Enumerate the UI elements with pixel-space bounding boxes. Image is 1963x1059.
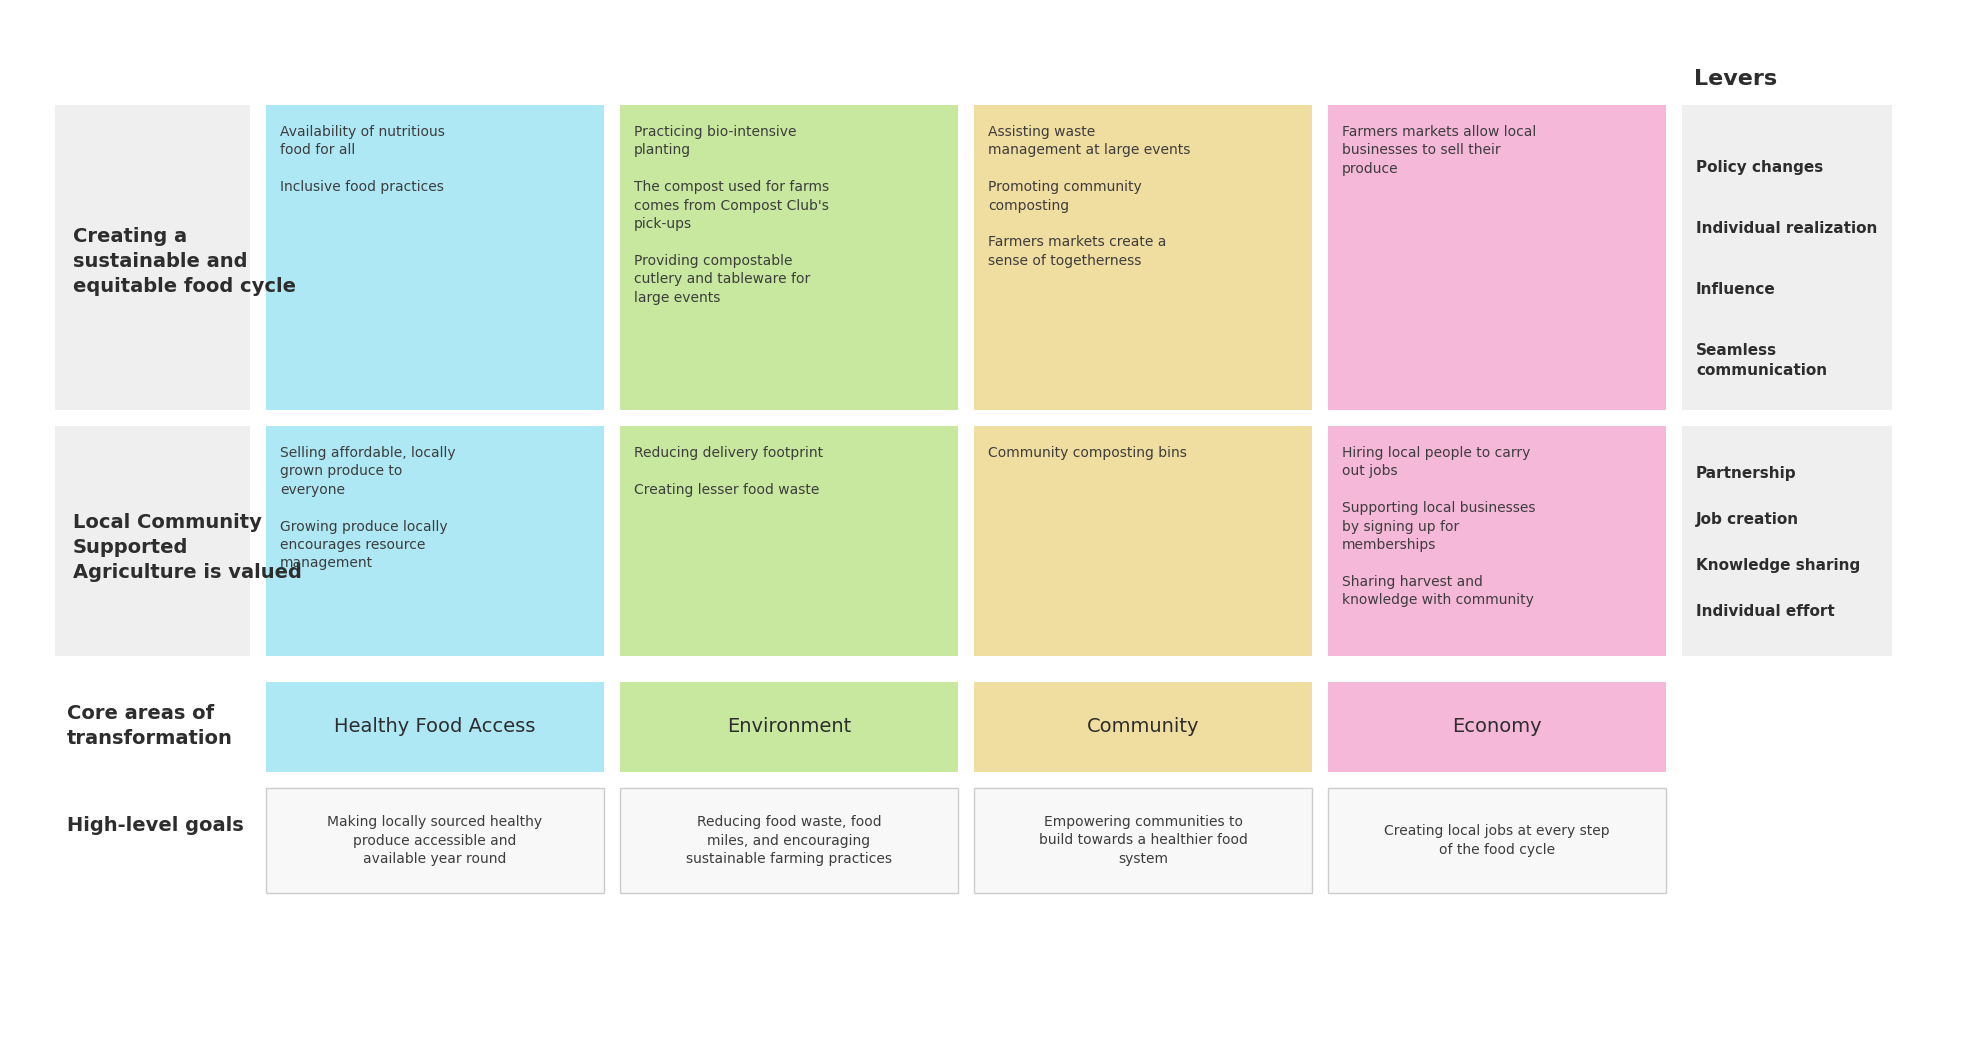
Text: Practicing bio-intensive
planting

The compost used for farms
comes from Compost: Practicing bio-intensive planting The co… — [634, 125, 828, 305]
Bar — [974, 788, 1311, 893]
Text: Availability of nutritious
food for all

Inclusive food practices: Availability of nutritious food for all … — [281, 125, 446, 194]
Text: Knowledge sharing: Knowledge sharing — [1696, 558, 1861, 573]
Bar — [267, 682, 605, 772]
Text: Empowering communities to
build towards a healthier food
system: Empowering communities to build towards … — [1038, 815, 1247, 866]
Text: Core areas of
transformation: Core areas of transformation — [67, 704, 234, 748]
Bar — [1329, 788, 1667, 893]
Text: Making locally sourced healthy
produce accessible and
available year round: Making locally sourced healthy produce a… — [328, 815, 542, 866]
Text: Local Community
Supported
Agriculture is valued: Local Community Supported Agriculture is… — [73, 513, 302, 582]
Text: Hiring local people to carry
out jobs

Supporting local businesses
by signing up: Hiring local people to carry out jobs Su… — [1343, 446, 1535, 607]
Text: Farmers markets allow local
businesses to sell their
produce: Farmers markets allow local businesses t… — [1343, 125, 1537, 176]
Bar — [1329, 426, 1667, 656]
Bar — [267, 426, 605, 656]
Bar — [974, 105, 1311, 410]
Bar — [620, 105, 958, 410]
Text: Community: Community — [1088, 718, 1199, 736]
Text: Individual realization: Individual realization — [1696, 221, 1877, 236]
Bar — [55, 105, 249, 410]
Text: Individual effort: Individual effort — [1696, 604, 1835, 620]
Text: Reducing delivery footprint

Creating lesser food waste: Reducing delivery footprint Creating les… — [634, 446, 822, 497]
Text: Assisting waste
management at large events

Promoting community
composting

Farm: Assisting waste management at large even… — [987, 125, 1190, 268]
Text: Healthy Food Access: Healthy Food Access — [334, 718, 536, 736]
Text: Levers: Levers — [1694, 69, 1777, 89]
Bar — [974, 682, 1311, 772]
Text: Community composting bins: Community composting bins — [987, 446, 1188, 460]
Text: Reducing food waste, food
miles, and encouraging
sustainable farming practices: Reducing food waste, food miles, and enc… — [685, 815, 891, 866]
Bar — [620, 788, 958, 893]
Text: Partnership: Partnership — [1696, 466, 1796, 481]
Text: High-level goals: High-level goals — [67, 816, 243, 834]
Bar — [620, 682, 958, 772]
Bar — [1329, 105, 1667, 410]
Text: Environment: Environment — [726, 718, 852, 736]
Text: Economy: Economy — [1453, 718, 1541, 736]
Text: Creating a
sustainable and
equitable food cycle: Creating a sustainable and equitable foo… — [73, 227, 296, 297]
Bar — [1682, 105, 1892, 410]
Text: Creating local jobs at every step
of the food cycle: Creating local jobs at every step of the… — [1384, 824, 1610, 857]
Text: Job creation: Job creation — [1696, 511, 1800, 527]
Text: Seamless
communication: Seamless communication — [1696, 343, 1828, 378]
Text: Influence: Influence — [1696, 282, 1777, 297]
Bar — [267, 105, 605, 410]
Bar — [55, 426, 249, 656]
Text: Selling affordable, locally
grown produce to
everyone

Growing produce locally
e: Selling affordable, locally grown produc… — [281, 446, 455, 571]
Text: Policy changes: Policy changes — [1696, 160, 1824, 175]
Bar — [974, 426, 1311, 656]
Bar — [1329, 682, 1667, 772]
Bar — [620, 426, 958, 656]
Bar — [1682, 426, 1892, 656]
Bar — [267, 788, 605, 893]
